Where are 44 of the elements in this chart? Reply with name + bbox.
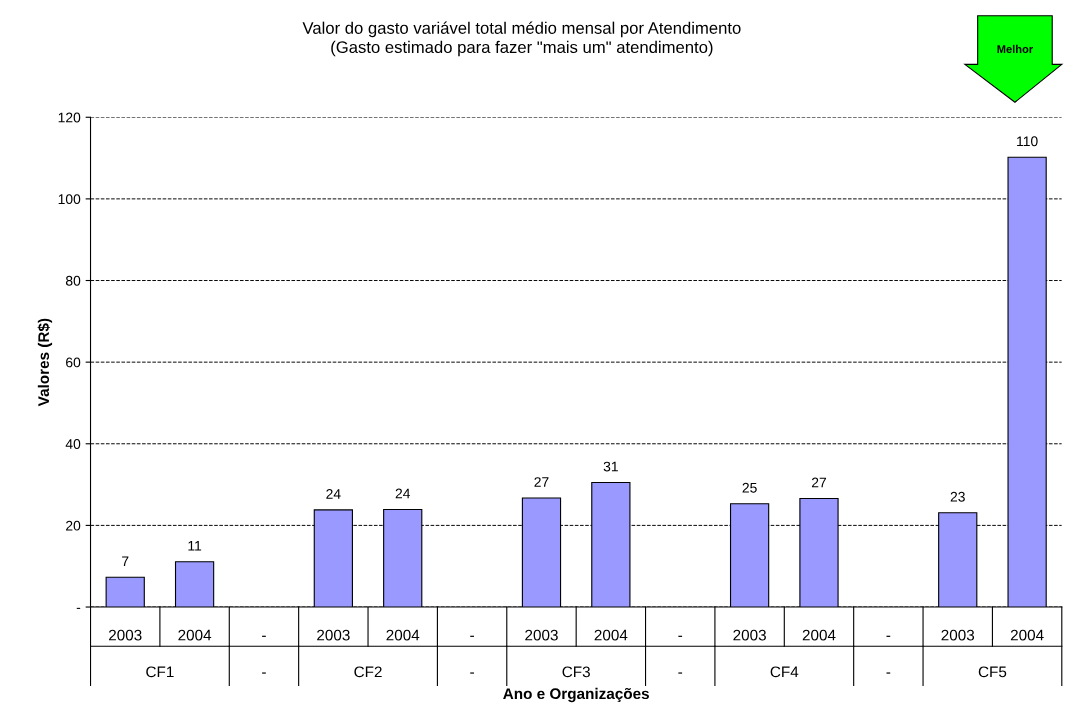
text: CF5 <box>978 666 1007 678</box>
y-axis-title: Valores (R$) <box>37 318 53 407</box>
x-tick-label: - <box>886 635 891 637</box>
x-tick-label: 2004 <box>802 629 836 641</box>
data-label: 27 <box>811 477 827 488</box>
x-tick-label: 2004 <box>1010 629 1044 641</box>
data-label: 31 <box>603 461 618 472</box>
x-axis-title: Ano e Organizações <box>503 687 649 703</box>
text: - <box>262 672 266 674</box>
text: CF1 <box>146 666 174 678</box>
text: - <box>470 672 474 674</box>
y-tick-label: 100 <box>58 194 81 205</box>
y-tick-label: 40 <box>65 439 81 449</box>
x-tick-label: 2003 <box>525 629 558 641</box>
x-tick-label: 2003 <box>108 629 142 641</box>
x-tick-label: 2003 <box>941 629 975 641</box>
x-tick-label: 2004 <box>386 629 420 641</box>
text: - <box>678 672 683 674</box>
y-tick-label: - <box>76 607 81 609</box>
x-tick-label: 2004 <box>178 629 212 641</box>
data-label: 24 <box>326 488 341 499</box>
y-tick-label: 20 <box>66 520 81 531</box>
x-tick-label: 2004 <box>594 629 628 641</box>
data-label: 11 <box>188 540 202 551</box>
x-tick-label: - <box>262 635 266 637</box>
text: Melhor <box>997 44 1033 54</box>
data-label: 7 <box>122 556 129 567</box>
x-tick-label: - <box>470 635 474 637</box>
chart-title: Valor do gasto variável total médio mensal por Atendimento (Gasto estimado para fazer "mais um" atendimento) <box>302 21 741 57</box>
x-tick-label: - <box>678 635 683 637</box>
text: - <box>886 672 891 674</box>
data-label: 23 <box>950 491 965 502</box>
data-label: 27 <box>534 477 549 487</box>
data-label: 24 <box>395 488 411 499</box>
text: CF3 <box>562 666 590 678</box>
y-tick-label: 60 <box>66 357 81 368</box>
text: CF2 <box>354 666 382 678</box>
y-tick-label: 120 <box>58 112 81 123</box>
data-label: 110 <box>1017 136 1038 147</box>
y-tick-label: 80 <box>65 275 81 286</box>
text: CF4 <box>770 666 799 678</box>
x-tick-label: 2003 <box>317 629 350 641</box>
data-label: 25 <box>742 482 757 493</box>
x-tick-label: 2003 <box>733 629 766 641</box>
